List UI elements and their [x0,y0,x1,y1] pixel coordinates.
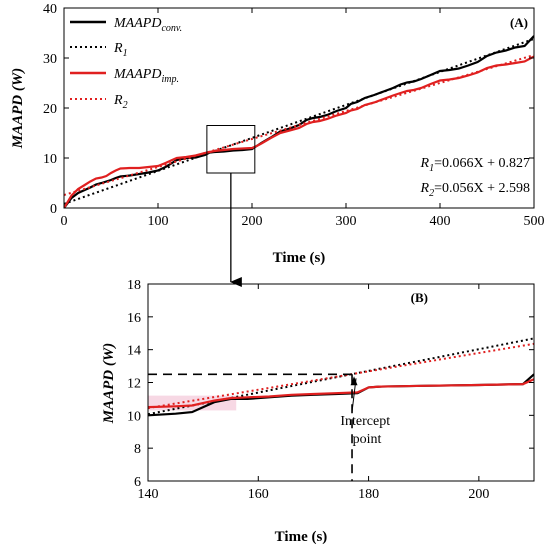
y-tick-label: 14 [127,344,141,359]
x-tick-label: 140 [138,487,159,502]
y-tick-label: 16 [127,311,141,326]
chart-a: 0 100 200 300 400 500 0 10 20 30 40 (A) MAAPDconv.… [10,2,545,287]
chart-b-shaded-band [148,395,237,411]
series-line-r2 [148,342,534,410]
intercept-annotation: Intercept point [340,414,393,447]
y-tick-label: 10 [127,409,141,424]
chart-b-x-axis-label: Time (s) [275,529,328,545]
x-tick-label: 180 [358,487,379,502]
chart-b: 140 160 180 200 6 8 10 12 14 16 18 (B) Intercept p… [101,278,535,545]
y-tick-label: 40 [43,2,57,17]
x-tick-label: 160 [248,487,269,502]
chart-a-series [64,35,534,208]
chart-b-plot-frame [147,283,535,482]
chart-b-ticks: 140 160 180 200 6 8 10 12 14 16 18 [127,278,534,502]
chart-a-x-axis-label: Time (s) [273,250,326,266]
y-tick-label: 0 [50,202,57,217]
y-tick-label: 8 [134,442,141,457]
series-line-maapd-imp [148,378,534,409]
y-tick-label: 18 [127,278,141,293]
chart-a-ticks: 0 100 200 300 400 500 0 10 20 30 40 [43,2,545,229]
legend-label-r1: R1 [113,41,128,59]
y-tick-label: 10 [43,152,57,167]
y-tick-label: 12 [127,377,141,392]
legend-label-maapd-imp: MAAPDimp. [113,67,179,85]
y-tick-label: 20 [43,102,57,117]
y-tick-label: 6 [134,475,141,490]
x-tick-label: 200 [468,487,489,502]
chart-a-y-axis-label: MAAPD (W) [10,68,26,149]
y-tick-label: 30 [43,52,57,67]
equation-r2: R2=0.056X + 2.598 [420,181,530,199]
x-tick-label: 500 [524,214,545,229]
chart-b-panel-label: (B) [411,290,428,305]
series-line-r1 [64,37,534,205]
x-tick-label: 0 [61,214,68,229]
legend-label-maapd-conv: MAAPDconv. [113,16,182,34]
x-tick-label: 100 [148,214,169,229]
series-line-maapd-imp [64,55,534,208]
legend-label-r2: R2 [113,93,128,111]
x-tick-label: 200 [242,214,263,229]
chart-b-y-axis-label: MAAPD (W) [101,343,117,424]
chart-a-plot-frame [63,7,535,209]
x-tick-label: 300 [336,214,357,229]
chart-b-series [148,337,534,417]
intercept-arrowhead [350,376,358,386]
series-line-r2 [64,54,534,196]
equation-r1: R1=0.066X + 0.827 [420,156,530,174]
x-tick-label: 400 [430,214,451,229]
chart-a-panel-label: (A) [510,15,528,30]
chart-a-legend: MAAPDconv. R1 MAAPDimp. R2 [70,16,182,111]
